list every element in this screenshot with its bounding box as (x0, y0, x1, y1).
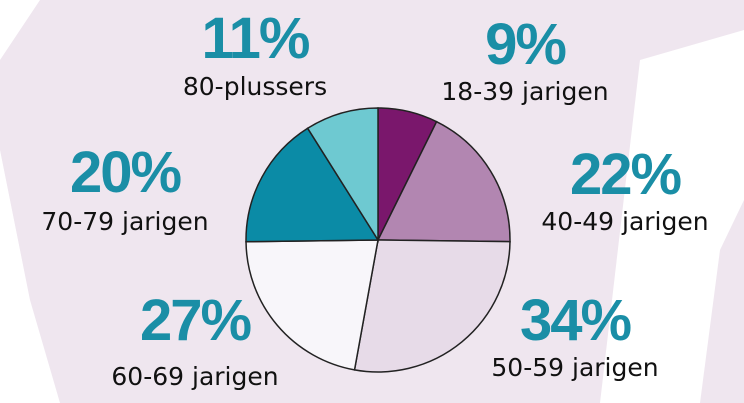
percent-label: 20% (70, 140, 182, 205)
category-label: 60-69 jarigen (111, 362, 278, 391)
category-label: 50-59 jarigen (491, 353, 658, 382)
percent-label: 11% (202, 6, 310, 71)
pie-slice (306, 107, 379, 243)
percent-label: 27% (140, 288, 252, 353)
category-label: 18-39 jarigen (441, 77, 608, 106)
category-label: 40-49 jarigen (541, 207, 708, 236)
pie-slice (353, 239, 511, 373)
background-shape (610, 80, 744, 403)
category-label: 80-plussers (183, 72, 327, 101)
percent-label: 22% (570, 142, 682, 207)
category-label: 70-79 jarigen (41, 207, 208, 236)
pie-slice (245, 127, 380, 243)
pie-slice (245, 239, 379, 371)
background-shape (700, 200, 744, 403)
percent-label: 34% (520, 288, 632, 353)
pie-slice (376, 120, 511, 243)
percent-label: 9% (485, 12, 566, 77)
